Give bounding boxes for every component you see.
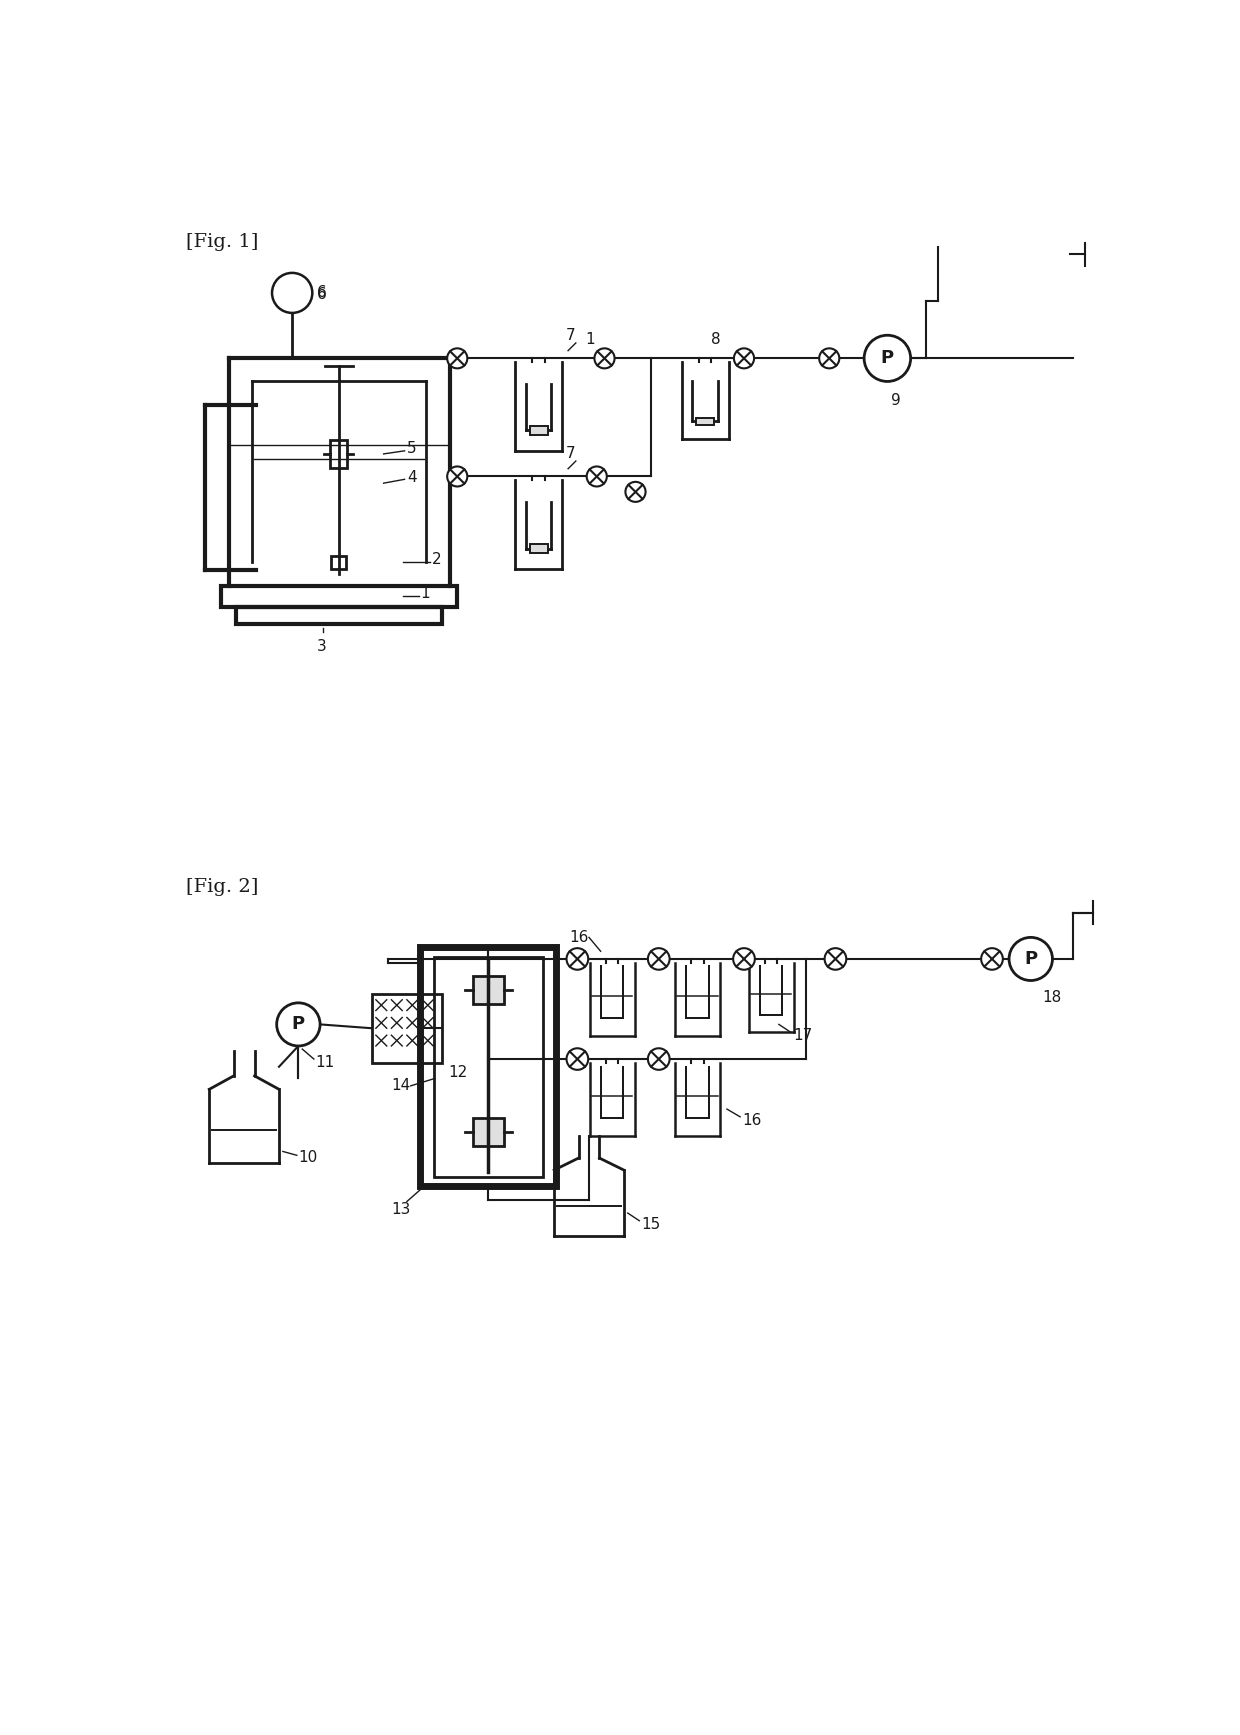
Text: 7: 7 <box>565 328 575 344</box>
Bar <box>697 418 714 425</box>
Bar <box>372 994 441 1064</box>
Circle shape <box>625 482 646 501</box>
Circle shape <box>825 947 847 970</box>
Text: P: P <box>291 1015 305 1034</box>
Circle shape <box>1009 937 1053 980</box>
Text: 8: 8 <box>712 331 722 347</box>
Text: 16: 16 <box>569 930 589 946</box>
Circle shape <box>647 947 670 970</box>
Text: P: P <box>880 349 894 368</box>
Text: 18: 18 <box>1043 991 1061 1005</box>
Circle shape <box>981 947 1003 970</box>
Bar <box>221 585 458 607</box>
Text: 6: 6 <box>317 286 326 302</box>
Circle shape <box>594 349 615 368</box>
Circle shape <box>864 335 910 382</box>
Bar <box>330 441 347 468</box>
Text: [Fig. 2]: [Fig. 2] <box>186 878 258 895</box>
Circle shape <box>647 1048 670 1070</box>
Circle shape <box>272 272 312 312</box>
Circle shape <box>734 349 754 368</box>
Bar <box>331 557 346 569</box>
Text: 16: 16 <box>743 1114 761 1128</box>
Text: 7: 7 <box>565 446 575 462</box>
Text: 3: 3 <box>317 640 326 654</box>
Text: 11: 11 <box>315 1055 335 1070</box>
Text: 1: 1 <box>420 586 430 600</box>
Bar <box>434 956 543 1176</box>
Text: 1: 1 <box>585 331 595 347</box>
Circle shape <box>567 1048 588 1070</box>
Circle shape <box>587 467 606 486</box>
Text: 4: 4 <box>407 470 417 484</box>
Circle shape <box>733 947 755 970</box>
Circle shape <box>567 947 588 970</box>
Circle shape <box>820 349 839 368</box>
Text: 12: 12 <box>448 1065 467 1079</box>
Bar <box>529 545 548 553</box>
Text: 6: 6 <box>317 285 326 300</box>
Text: 10: 10 <box>299 1150 317 1166</box>
Text: 15: 15 <box>642 1216 661 1232</box>
Text: 17: 17 <box>792 1029 812 1043</box>
Text: P: P <box>1024 951 1038 968</box>
Text: 14: 14 <box>392 1079 410 1093</box>
Bar <box>237 607 441 625</box>
Bar <box>529 427 548 435</box>
Circle shape <box>448 349 467 368</box>
Bar <box>420 947 557 1187</box>
Text: 13: 13 <box>392 1202 410 1216</box>
Circle shape <box>277 1003 320 1046</box>
Text: 5: 5 <box>407 441 417 456</box>
Text: 2: 2 <box>432 552 441 567</box>
Circle shape <box>448 467 467 486</box>
Text: 9: 9 <box>892 394 901 408</box>
Text: [Fig. 1]: [Fig. 1] <box>186 232 258 252</box>
Bar <box>472 975 503 1003</box>
Bar <box>472 1119 503 1147</box>
